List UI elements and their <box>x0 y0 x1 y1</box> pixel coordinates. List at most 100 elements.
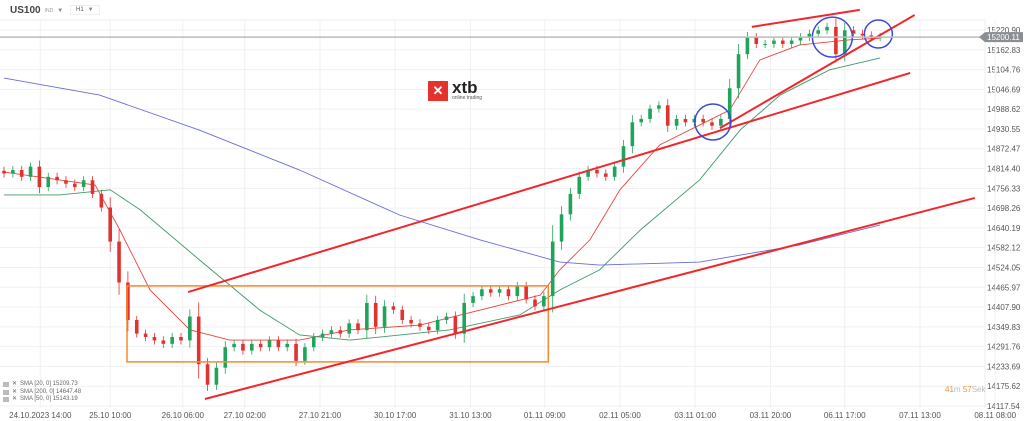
candle-up <box>763 43 767 45</box>
timer-sec-unit: Sek <box>971 385 986 394</box>
settings-icon[interactable] <box>3 389 9 395</box>
y-tick-label: 14465.97 <box>987 283 1021 292</box>
candle-up <box>471 296 475 303</box>
timeframe-selector[interactable]: H1 ▼ <box>70 5 100 15</box>
x-tick-label: 01.11 09:00 <box>524 411 566 420</box>
candle-down <box>99 193 104 208</box>
candle-down <box>2 170 6 174</box>
legend-item-sma50[interactable]: ✕ SMA [50, 0] 15143.19 <box>3 396 81 404</box>
candle-down <box>205 364 210 385</box>
candle-up <box>559 214 564 242</box>
candle-down <box>683 118 688 123</box>
candle-up <box>639 118 643 123</box>
x-tick-label: 25.10 10:00 <box>89 411 132 420</box>
candle-up <box>816 30 820 34</box>
trendline <box>719 14 916 129</box>
candle-up <box>250 343 254 351</box>
candle-down <box>356 323 360 331</box>
candle-down <box>488 289 493 293</box>
close-icon[interactable]: ✕ <box>12 381 18 387</box>
candle-down <box>19 170 24 177</box>
consolidation-box <box>126 285 550 363</box>
y-tick-label: 15104.76 <box>987 66 1021 75</box>
close-icon[interactable]: ✕ <box>12 388 18 395</box>
candle-countdown: 41m 57Sek <box>945 385 986 394</box>
candle-up <box>577 176 582 194</box>
candle-up <box>798 37 803 41</box>
y-tick-label: 15046.69 <box>987 85 1021 94</box>
candle-down <box>55 176 59 181</box>
candle-up <box>170 337 174 344</box>
candle-up <box>727 88 732 119</box>
candle-up <box>232 343 236 348</box>
indicator-legend: ✕ SMA [20, 0] 15209.73 ✕ SMA [200, 0] 1464… <box>3 381 81 404</box>
candle-up <box>329 330 334 334</box>
candle-up <box>772 40 776 44</box>
candle-up <box>28 166 33 177</box>
candle-up <box>267 340 272 348</box>
y-tick-label: 14698.26 <box>987 204 1021 213</box>
x-tick-label: 03.11 01:00 <box>674 411 716 420</box>
x-tick-label: 07.11 13:00 <box>899 411 941 420</box>
settings-icon[interactable] <box>3 397 9 403</box>
candle-down <box>418 323 422 327</box>
current-price-label: 15200.11 <box>987 33 1020 42</box>
candle-down <box>258 343 263 348</box>
symbol-selector[interactable]: US100 IND ▼ <box>10 5 63 16</box>
candle-down <box>241 343 245 351</box>
candle-up <box>568 193 573 215</box>
sma-line-20-0 <box>3 37 881 341</box>
symbol-name: US100 <box>10 5 41 16</box>
highlight-circle <box>694 103 732 141</box>
candle-down <box>710 122 714 126</box>
symbol-tag: IND <box>44 7 54 14</box>
candle-down <box>400 309 405 320</box>
candle-down <box>604 173 608 177</box>
y-tick-label: 14640.19 <box>987 224 1021 233</box>
y-tick-label: 14524.05 <box>987 263 1021 272</box>
candle-down <box>781 40 785 44</box>
candle-up <box>745 37 750 55</box>
candle-up <box>542 296 546 307</box>
candle-down <box>179 337 183 341</box>
timer-seconds: 57 <box>962 385 972 394</box>
trendline <box>204 197 976 400</box>
y-tick-label: 14407.90 <box>987 303 1021 312</box>
y-tick-label: 14117.54 <box>987 402 1020 411</box>
candle-down <box>834 26 838 55</box>
candle-down <box>869 35 874 38</box>
candle-up <box>657 105 661 109</box>
candle-down <box>506 289 511 297</box>
y-tick-label: 14582.12 <box>987 244 1021 253</box>
candle-down <box>409 319 413 324</box>
xtb-logo: ✕ xtb online trading <box>428 79 482 101</box>
x-tick-label: 27.10 02:00 <box>224 411 267 420</box>
timer-min-unit: m <box>953 385 961 394</box>
y-tick-label: 14756.33 <box>987 184 1021 193</box>
candle-up <box>825 26 829 31</box>
legend-item-sma20[interactable]: ✕ SMA [20, 0] 15209.73 <box>3 381 81 389</box>
candle-up <box>648 108 652 119</box>
candle-down <box>338 330 343 334</box>
candle-down <box>152 337 157 341</box>
candle-up <box>214 367 219 385</box>
candle-up <box>11 170 15 174</box>
candle-up <box>303 347 307 361</box>
sma-line-200-0 <box>3 77 881 266</box>
legend-item-sma200[interactable]: ✕ SMA [200, 0] 14647.48 <box>3 389 81 397</box>
y-tick-label: 14175.62 <box>987 382 1021 391</box>
candle-down <box>427 326 431 331</box>
candle-down <box>294 343 298 361</box>
close-icon[interactable]: ✕ <box>12 396 18 402</box>
x-tick-label: 08.11 08:00 <box>974 411 1016 420</box>
candle-up <box>789 40 794 44</box>
candle-up <box>188 316 192 341</box>
candle-up <box>444 316 449 320</box>
candle-down <box>373 302 378 327</box>
x-tick-label: 02.11 05:00 <box>599 411 641 420</box>
trendline <box>751 8 860 28</box>
settings-icon[interactable] <box>3 382 9 388</box>
candle-up <box>736 54 741 89</box>
candle-down <box>701 118 705 123</box>
